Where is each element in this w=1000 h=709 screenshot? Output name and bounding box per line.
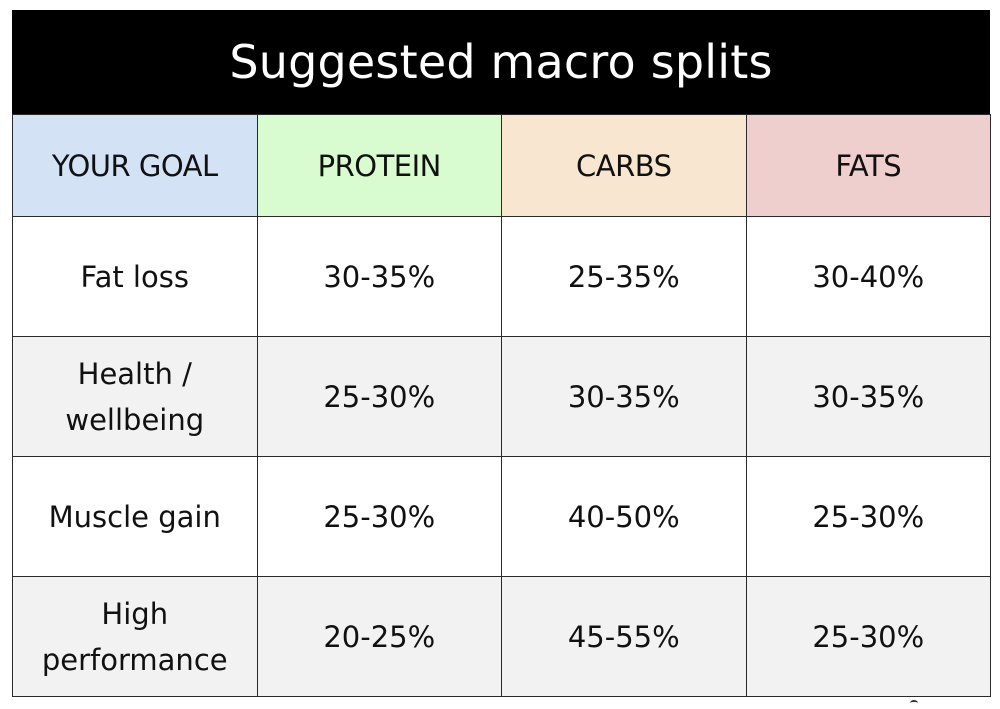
macro-table-container: Suggested macro splits YOUR GOAL PROTEIN…: [12, 10, 991, 697]
header-fats: FATS: [745, 114, 991, 217]
decorative-mark: [910, 700, 918, 706]
protein-cell: 30-35%: [256, 216, 502, 337]
carbs-cell: 40-50%: [501, 456, 747, 577]
fats-cell: 25-30%: [745, 456, 991, 577]
fats-cell: 30-35%: [745, 336, 991, 457]
header-goal: YOUR GOAL: [12, 114, 258, 217]
fats-cell: 25-30%: [745, 576, 991, 697]
protein-cell: 20-25%: [256, 576, 502, 697]
header-carbs: CARBS: [501, 114, 747, 217]
goal-cell: Muscle gain: [12, 456, 258, 577]
header-row: YOUR GOAL PROTEIN CARBS FATS: [12, 114, 991, 217]
fats-cell: 30-40%: [745, 216, 991, 337]
table-row: Fat loss 30-35% 25-35% 30-40%: [12, 216, 991, 337]
goal-line: Health / wellbeing: [65, 356, 205, 437]
protein-cell: 25-30%: [256, 336, 502, 457]
carbs-cell: 30-35%: [501, 336, 747, 457]
table-row: Muscle gain 25-30% 40-50% 25-30%: [12, 456, 991, 577]
header-protein: PROTEIN: [256, 114, 502, 217]
carbs-cell: 45-55%: [501, 576, 747, 697]
carbs-cell: 25-35%: [501, 216, 747, 337]
goal-cell: High performance: [12, 576, 258, 697]
macro-splits-table: YOUR GOAL PROTEIN CARBS FATS Fat loss 30…: [12, 114, 991, 697]
table-row: Health / wellbeing 25-30% 30-35% 30-35%: [12, 336, 991, 457]
table-row: High performance 20-25% 45-55% 25-30%: [12, 576, 991, 697]
goal-cell: Health / wellbeing: [12, 336, 258, 457]
protein-cell: 25-30%: [256, 456, 502, 577]
goal-cell: Fat loss: [12, 216, 258, 337]
table-title: Suggested macro splits: [12, 10, 990, 114]
goal-line: High performance: [41, 596, 228, 677]
